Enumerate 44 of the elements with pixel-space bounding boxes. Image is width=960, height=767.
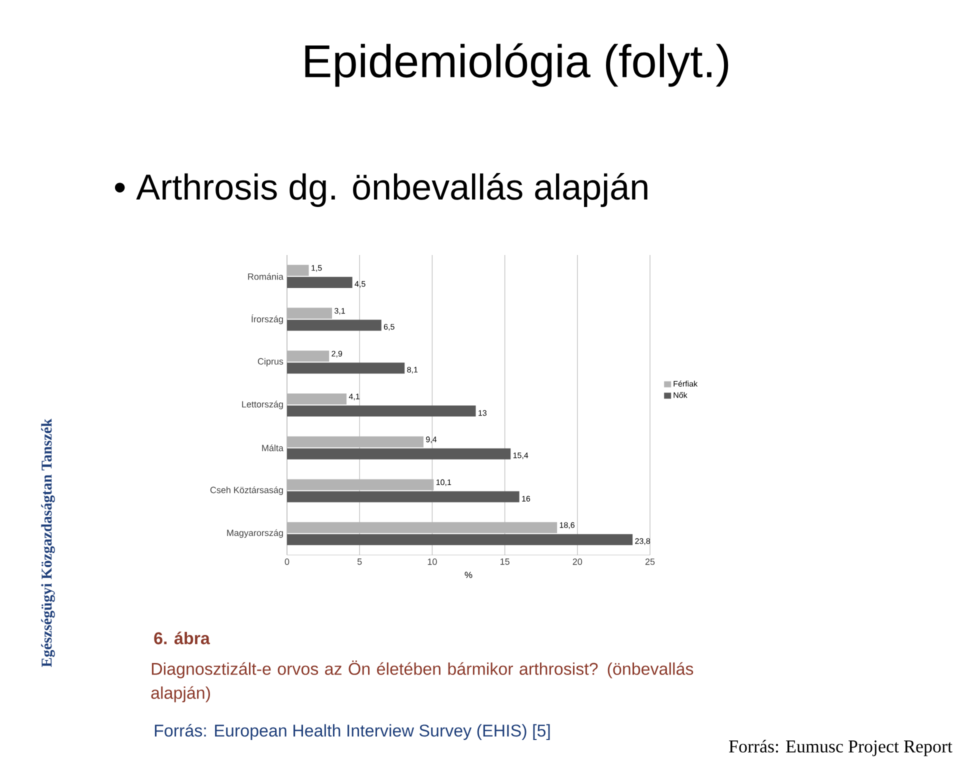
y-tick-label: Lettország	[242, 400, 283, 410]
x-tick-label: 20	[572, 558, 582, 565]
y-tick-label: Magyarország	[227, 529, 283, 538]
data-label: 13	[478, 410, 487, 416]
data-label: 18,6	[560, 522, 574, 529]
data-label: 4,5	[354, 281, 366, 288]
data-label: 15,4	[513, 452, 528, 460]
x-tick-label: 15	[500, 558, 510, 565]
text: Egészségügyi Közgazdaságtan Tanszék	[41, 418, 55, 668]
text: Diagnosztizált-e orvos az Ön életében bármikor arthrosist? (önbevallás alapján)	[151, 660, 694, 702]
y-tick-label: Ciprus	[258, 358, 284, 366]
x-tick-label: 25	[645, 558, 655, 565]
bar	[287, 491, 520, 502]
y-tick-label: Írország	[252, 314, 283, 324]
x-tick-label: 5	[357, 558, 362, 565]
data-label: 4,1	[348, 394, 360, 400]
data-label: 16	[522, 496, 530, 502]
bar	[287, 448, 511, 460]
data-label: 3,1	[334, 308, 345, 315]
text: 6. ábra	[154, 632, 210, 644]
y-tick-label: Málta	[262, 444, 284, 452]
x-axis-title: %	[464, 572, 472, 578]
bar	[287, 276, 352, 288]
y-tick-label: Románia	[248, 273, 284, 280]
bar	[287, 320, 382, 331]
data-label: 8,1	[407, 366, 418, 374]
data-label: 23,8	[635, 538, 650, 545]
data-label: 9,4	[426, 436, 437, 444]
x-tick-label: 10	[428, 558, 437, 565]
text: Forrás: European Health Interview Survey (EHIS) [5]	[154, 724, 550, 740]
data-label: 10,1	[436, 479, 452, 486]
bar	[287, 406, 476, 417]
text: Forrás: Eumusc Project Report	[729, 740, 952, 756]
data-label: 6,5	[384, 324, 394, 331]
bar	[287, 362, 405, 374]
legend-label: Nők	[674, 392, 688, 398]
x-tick-label: 0	[284, 558, 290, 565]
chart-title: Epidemiológia (folyt.)	[305, 43, 728, 87]
y-tick-label: Cseh Köztársaság	[210, 486, 283, 495]
data-label: 1,5	[312, 265, 322, 272]
bar	[287, 534, 633, 546]
legend-label: Férfiak	[674, 380, 698, 387]
data-label: 2,9	[332, 350, 342, 358]
chart-subtitle: • Arthrosis dg. önbevallás alapján	[114, 173, 648, 207]
